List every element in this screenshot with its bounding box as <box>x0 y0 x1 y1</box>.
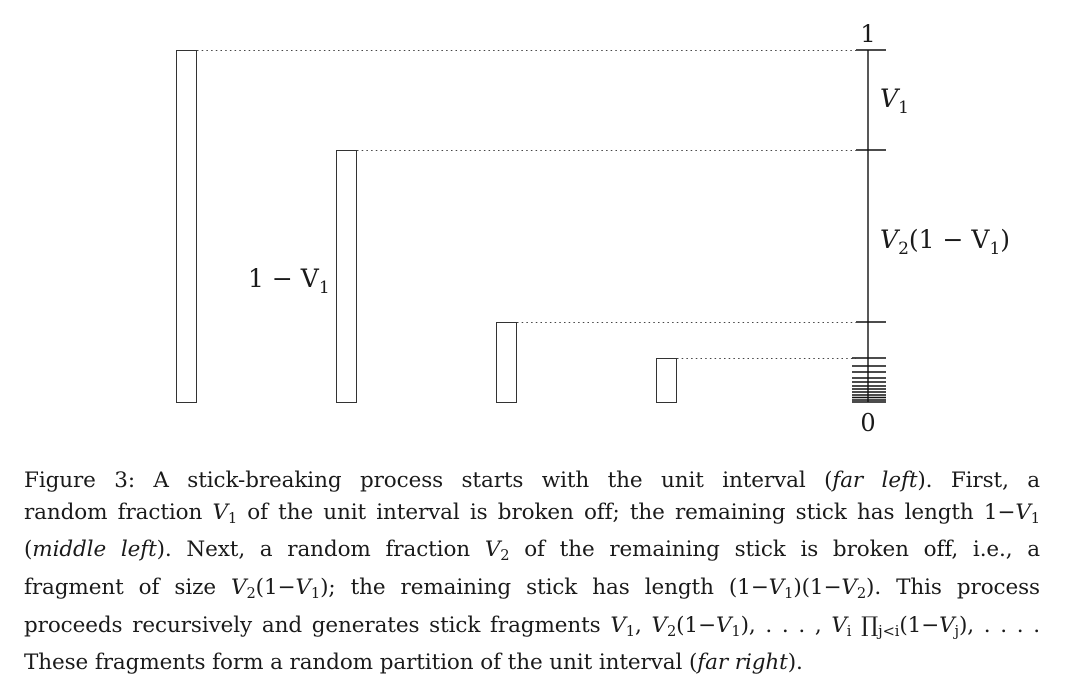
stick-4 <box>656 358 677 403</box>
caption-run: proceeds recursively and generates stick… <box>24 612 611 638</box>
caption-line: Figure 3: A stick-breaking process start… <box>24 465 1040 497</box>
segment-label-v2-base: V <box>880 225 901 254</box>
caption-run: 2 <box>500 547 510 565</box>
caption-run: ). First, a <box>917 468 1040 493</box>
caption-line: These fragments form a random partition … <box>24 647 1040 679</box>
caption-run: (1− <box>255 574 296 600</box>
caption-run: )(1− <box>793 574 842 600</box>
segment-label-v1: V1 <box>880 84 909 118</box>
caption-line: random fraction V1 of the unit interval … <box>24 497 1040 535</box>
caption-run: of the unit interval is broken off; the … <box>237 499 1016 525</box>
caption-run: (1− <box>899 612 940 638</box>
segment-label-v2-sub: 2 <box>898 239 909 259</box>
caption-run: 1 <box>1030 509 1040 527</box>
caption-run: V <box>841 574 857 600</box>
caption-run: 2 <box>666 622 677 640</box>
caption-run: V <box>231 574 247 600</box>
caption-line: proceeds recursively and generates stick… <box>24 610 1040 648</box>
caption-run: 1 <box>731 622 741 640</box>
caption-run: , <box>635 612 652 638</box>
caption-run: V <box>212 499 228 525</box>
caption-run: ). <box>787 650 803 676</box>
stick-breaking-diagram: 1 0 V1 V2(1 − V1) 1 − V1 <box>176 20 1010 437</box>
caption-run: 2 <box>246 585 256 603</box>
stick-2 <box>336 150 357 403</box>
caption-run: fragment of size <box>24 574 232 600</box>
caption-run: 1 <box>784 585 794 603</box>
caption-run: V <box>610 612 626 638</box>
caption-run: 1 <box>310 585 321 603</box>
caption-line: fragment of size V2(1−V1); the remaining… <box>24 572 1040 610</box>
caption-run: V <box>651 612 668 638</box>
sticks <box>176 50 677 403</box>
caption-run: j <box>954 622 960 640</box>
caption-run: ). This process <box>866 574 1040 600</box>
caption-run: V <box>831 612 847 638</box>
stick-remaining-label: 1 − V1 <box>248 264 330 298</box>
caption-run: 1 <box>227 509 238 527</box>
caption-run: ( <box>24 537 33 563</box>
caption-run: ), . . . , <box>740 612 832 638</box>
stick-1 <box>176 50 197 403</box>
caption-run: Figure 3: A stick-breaking process start… <box>24 468 833 493</box>
caption-run: 1 <box>625 622 635 640</box>
caption-run: far right <box>697 650 788 676</box>
caption-run: far left <box>832 468 918 493</box>
caption-run: These fragments form a random partition … <box>24 650 698 676</box>
unit-interval-axis <box>852 49 886 403</box>
segment-label-v1-base: V <box>880 84 901 113</box>
caption-line: (middle left). Next, a random fraction V… <box>24 534 1040 572</box>
caption-run: V <box>1015 499 1031 525</box>
caption-run: ∏ <box>851 612 879 638</box>
caption-run: V <box>939 612 955 638</box>
caption-run: j<i <box>878 622 900 640</box>
caption-run: V <box>715 612 732 638</box>
caption-run: random fraction <box>24 499 213 525</box>
caption-run: ); the remaining stick has length (1− <box>320 574 769 600</box>
caption-run: ). Next, a random fraction <box>156 537 485 563</box>
caption-run: V <box>295 574 311 600</box>
segment-label-v2: V2(1 − V1) <box>880 225 1010 259</box>
caption-run: V <box>484 537 501 563</box>
caption-run: 2 <box>856 585 867 603</box>
segment-label-v2-rest-end: ) <box>1000 225 1010 254</box>
caption-run: (1− <box>676 612 716 638</box>
caption-run: V <box>768 574 785 600</box>
stick-remaining-label-sub: 1 <box>319 278 330 298</box>
stick-3 <box>496 322 517 403</box>
stick-remaining-label-prefix: 1 − V <box>248 264 320 293</box>
caption-run: i <box>846 622 852 640</box>
axis-top-label: 1 <box>860 20 875 48</box>
caption-run: ), . . . . <box>958 612 1040 638</box>
dotted-guides <box>197 50 856 359</box>
caption-run: of the remaining stick is broken off, i.… <box>509 537 1040 563</box>
caption-run: middle left <box>32 537 157 563</box>
segment-label-v1-sub: 1 <box>898 98 909 118</box>
axis-bottom-label: 0 <box>860 409 875 437</box>
segment-label-v2-rest-sub: 1 <box>989 239 1000 259</box>
figure-caption: Figure 3: A stick-breaking process start… <box>24 465 1040 679</box>
segment-label-v2-rest: (1 − V <box>909 225 991 254</box>
